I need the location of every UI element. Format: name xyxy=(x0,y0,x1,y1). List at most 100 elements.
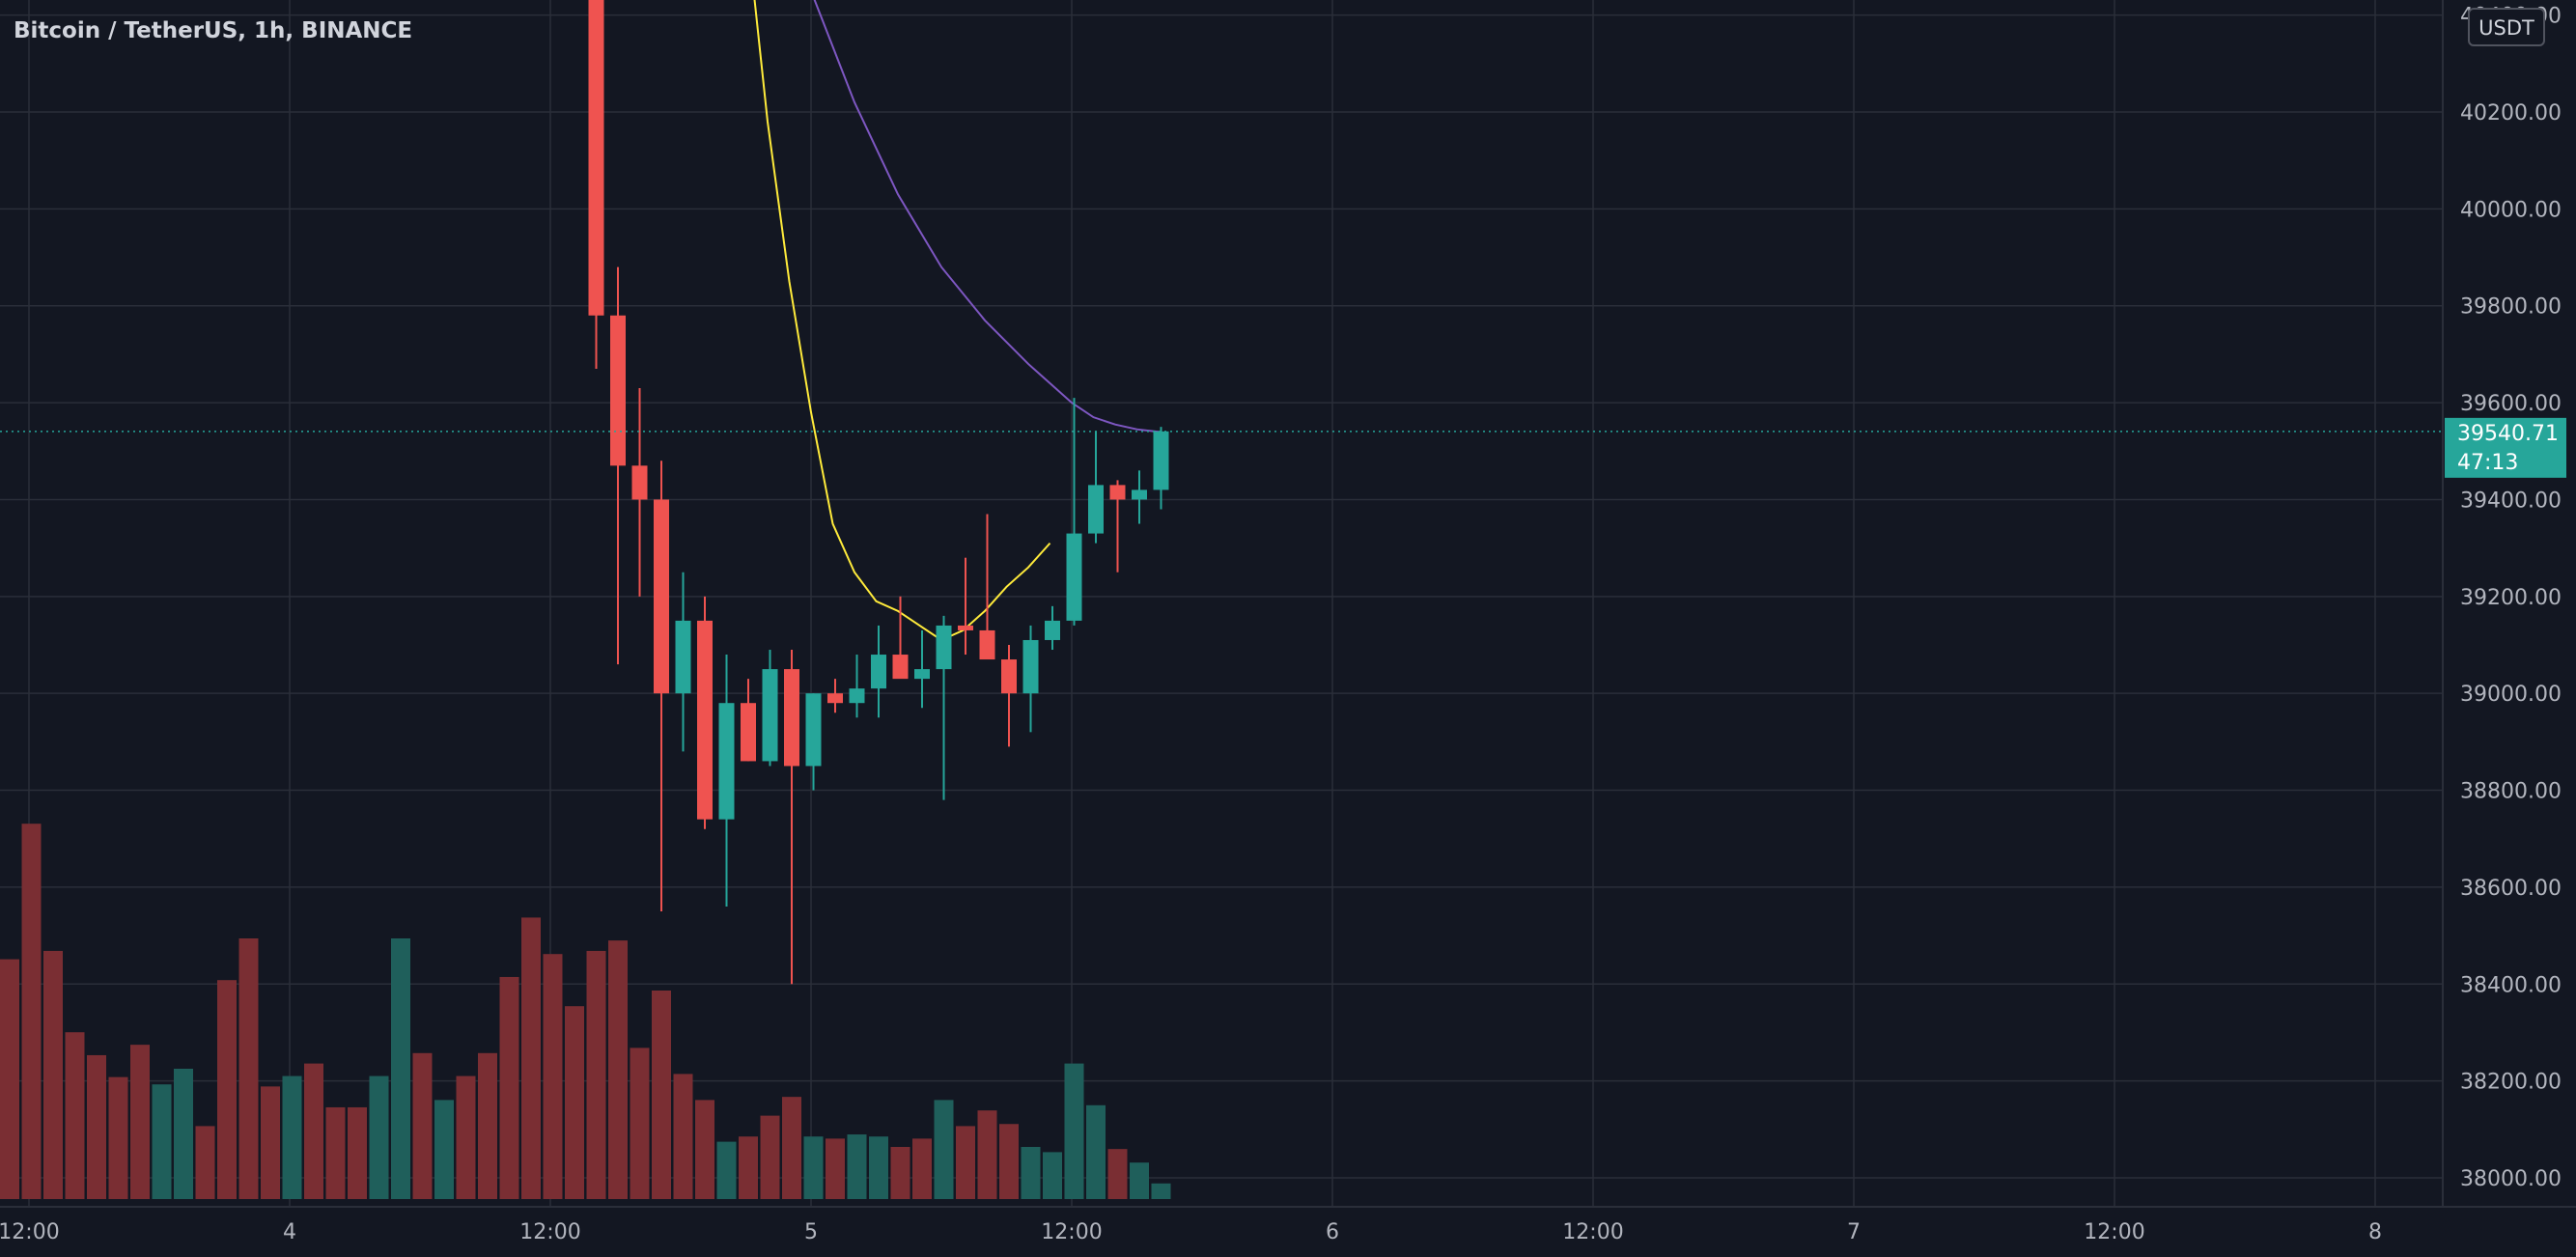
volume-bar xyxy=(695,1100,714,1199)
volume-bars xyxy=(0,824,1171,1199)
candle[interactable] xyxy=(827,679,843,713)
price-tick-label: 38800.00 xyxy=(2460,780,2562,804)
time-tick-label: 5 xyxy=(804,1220,818,1244)
candle-body xyxy=(1153,431,1169,490)
candle[interactable] xyxy=(1109,480,1126,573)
candle[interactable] xyxy=(979,514,995,660)
volume-bar xyxy=(499,976,519,1199)
volume-bar xyxy=(630,1048,650,1199)
volume-bar xyxy=(261,1086,280,1199)
volume-bar xyxy=(716,1141,737,1199)
candle[interactable] xyxy=(871,625,886,718)
candle-body xyxy=(827,693,843,704)
volume-bar xyxy=(282,1075,302,1199)
candles[interactable] xyxy=(523,0,1169,985)
currency-label[interactable]: USDT xyxy=(2468,8,2545,46)
candle[interactable] xyxy=(1132,470,1147,524)
volume-bar xyxy=(803,1136,824,1199)
volume-bar xyxy=(369,1075,389,1199)
candle[interactable] xyxy=(1045,605,1060,651)
time-tick-label: 4 xyxy=(283,1220,296,1244)
candle[interactable] xyxy=(892,596,909,680)
candle-body xyxy=(1066,533,1082,621)
candle[interactable] xyxy=(849,655,865,718)
volume-bar xyxy=(21,824,42,1199)
volume-bar xyxy=(739,1136,758,1199)
time-tick-label: 12:00 xyxy=(519,1220,580,1244)
candle[interactable] xyxy=(741,679,756,762)
candle[interactable] xyxy=(697,596,713,829)
time-tick-label: 12:00 xyxy=(0,1220,60,1244)
candle[interactable] xyxy=(610,266,626,665)
candle[interactable] xyxy=(1022,625,1039,733)
price-tick-label: 39800.00 xyxy=(2460,295,2562,320)
volume-bar xyxy=(1021,1147,1041,1199)
volume-bar xyxy=(869,1136,888,1199)
volume-bar xyxy=(890,1147,910,1199)
volume-bar xyxy=(565,1006,584,1199)
time-axis[interactable]: 12:00 4 12:00 5 12:00 6 12:00 7 12:00 8 xyxy=(0,1220,2382,1244)
candle[interactable] xyxy=(631,388,648,597)
moving-averages xyxy=(753,0,1160,642)
candle-body xyxy=(718,703,735,820)
volume-bar xyxy=(130,1045,150,1199)
price-tick-label: 38200.00 xyxy=(2460,1071,2562,1095)
candle[interactable] xyxy=(1066,398,1082,626)
candle-body xyxy=(654,499,669,694)
volume-bar xyxy=(999,1124,1019,1199)
candle[interactable] xyxy=(1001,645,1017,747)
volume-bar xyxy=(652,991,671,1199)
candle-body xyxy=(741,703,756,762)
candle[interactable] xyxy=(914,629,930,709)
volume-bar xyxy=(934,1100,954,1199)
volume-bar xyxy=(608,940,628,1199)
candle-body xyxy=(1001,659,1017,694)
candle[interactable] xyxy=(718,655,735,907)
volume-bar xyxy=(304,1063,323,1199)
price-tick-label: 39200.00 xyxy=(2460,586,2562,610)
candle[interactable] xyxy=(675,572,691,752)
candle[interactable] xyxy=(588,0,604,369)
candle[interactable] xyxy=(1088,432,1104,544)
price-tick-label: 40000.00 xyxy=(2460,198,2562,222)
time-tick-label: 12:00 xyxy=(1562,1220,1623,1244)
volume-bar xyxy=(1043,1152,1062,1199)
volume-bar xyxy=(325,1106,346,1199)
chart-title: Bitcoin / TetherUS, 1h, BINANCE xyxy=(14,18,412,43)
candle-body xyxy=(849,688,865,704)
currency-text: USDT xyxy=(2478,16,2534,40)
volume-bar xyxy=(1107,1149,1128,1199)
ma-slow-line xyxy=(813,0,1160,433)
candle-body xyxy=(914,669,930,680)
volume-bar xyxy=(760,1115,780,1199)
candle-body xyxy=(871,655,886,689)
price-tick-label: 39600.00 xyxy=(2460,392,2562,416)
candle-body xyxy=(1022,639,1039,694)
candle-body xyxy=(588,0,604,316)
candle[interactable] xyxy=(1153,427,1169,510)
candle[interactable] xyxy=(654,461,669,911)
candle[interactable] xyxy=(762,650,778,767)
candle[interactable] xyxy=(784,650,799,985)
candle[interactable] xyxy=(958,557,973,656)
volume-bar xyxy=(1064,1063,1084,1199)
candle-body xyxy=(1045,620,1060,640)
volume-bar xyxy=(456,1075,476,1199)
volume-bar xyxy=(434,1100,454,1199)
price-tick-label: 38000.00 xyxy=(2460,1167,2562,1191)
last-price-value: 39540.71 xyxy=(2457,422,2559,446)
candle-body xyxy=(697,620,713,820)
candle-body xyxy=(1088,485,1104,534)
volume-bar xyxy=(977,1110,997,1199)
candle[interactable] xyxy=(805,693,822,791)
volume-bar xyxy=(1086,1104,1106,1199)
time-tick-label: 6 xyxy=(1326,1220,1339,1244)
volume-bar xyxy=(912,1138,932,1199)
last-price-countdown: 47:13 xyxy=(2457,451,2518,475)
volume-bar xyxy=(87,1054,106,1199)
time-tick-label: 8 xyxy=(2368,1220,2382,1244)
candle[interactable] xyxy=(936,615,952,800)
last-price-badge: 39540.71 47:13 xyxy=(2445,417,2566,478)
time-tick-label: 7 xyxy=(1847,1220,1861,1244)
